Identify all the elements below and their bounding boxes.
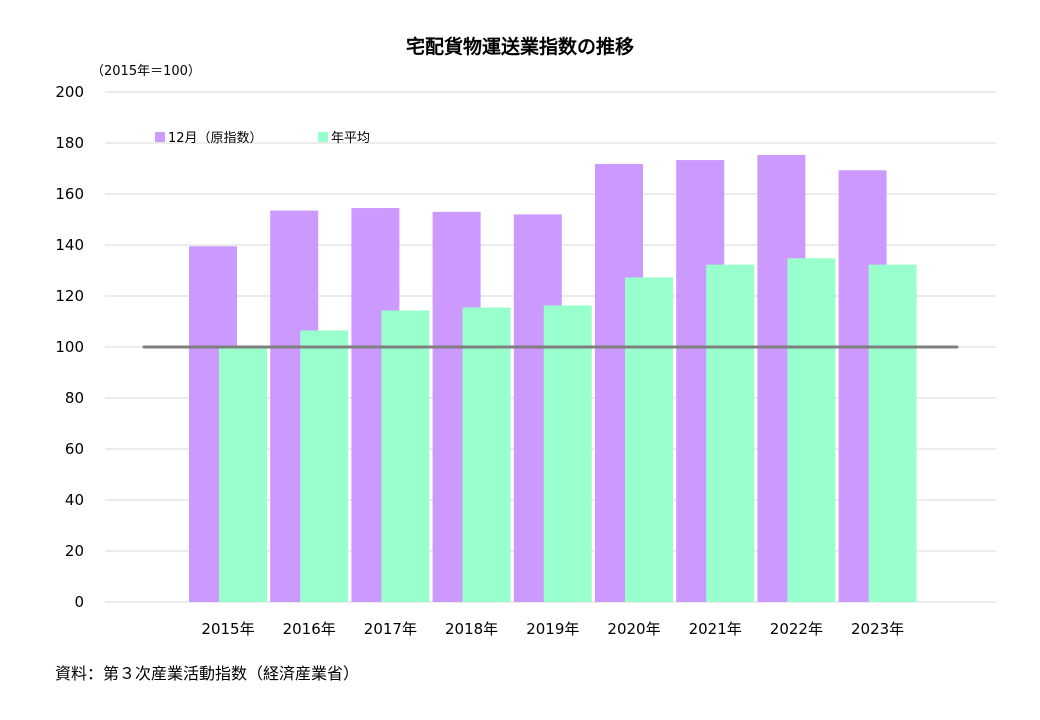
legend: 12月（原指数） 年平均 xyxy=(155,131,370,146)
y-tick-label: 140 xyxy=(55,236,84,254)
legend-swatch xyxy=(155,132,165,142)
x-tick-label: 2019年 xyxy=(526,620,579,638)
x-tick-label: 2021年 xyxy=(689,620,742,638)
x-tick-label: 2018年 xyxy=(445,620,498,638)
bar-annual-average xyxy=(787,258,836,602)
y-tick-label: 200 xyxy=(55,83,84,101)
y-axis-ticks: 0 20 40 60 80 100 120 140 160 180 200 xyxy=(55,83,84,611)
bar-annual-average xyxy=(625,277,673,602)
bars xyxy=(189,154,917,603)
x-tick-label: 2020年 xyxy=(607,620,660,638)
x-tick-label: 2015年 xyxy=(201,620,254,638)
bar-annual-average xyxy=(706,264,755,602)
y-tick-label: 60 xyxy=(65,440,84,458)
y-tick-label: 20 xyxy=(65,542,84,560)
source-note: 資料：第３次産業活動指数（経済産業省） xyxy=(55,664,359,683)
legend-label: 年平均 xyxy=(331,131,370,146)
y-tick-label: 180 xyxy=(55,134,84,152)
y-tick-label: 100 xyxy=(55,338,84,356)
x-tick-label: 2022年 xyxy=(770,620,823,638)
bar-annual-average xyxy=(543,305,592,602)
x-tick-label: 2017年 xyxy=(364,620,417,638)
bar-annual-average xyxy=(219,347,267,602)
unit-label: （2015年＝100） xyxy=(91,64,201,79)
x-tick-label: 2016年 xyxy=(283,620,336,638)
bar-annual-average xyxy=(868,264,917,602)
x-tick-label: 2023年 xyxy=(851,620,904,638)
chart-title: 宅配貨物運送業指数の推移 xyxy=(406,35,634,58)
legend-swatch xyxy=(318,132,328,142)
y-tick-label: 160 xyxy=(55,185,84,203)
y-tick-label: 0 xyxy=(74,593,84,611)
bar-annual-average xyxy=(300,330,349,602)
bar-annual-average xyxy=(381,310,430,602)
y-tick-label: 40 xyxy=(65,491,84,509)
y-tick-label: 120 xyxy=(55,287,84,305)
bar-annual-average xyxy=(462,307,511,602)
x-axis-ticks: 2015年 2016年 2017年 2018年 2019年 2020年 2021年 2022年… xyxy=(201,620,904,638)
y-tick-label: 80 xyxy=(65,389,84,407)
legend-label: 12月（原指数） xyxy=(168,131,263,146)
